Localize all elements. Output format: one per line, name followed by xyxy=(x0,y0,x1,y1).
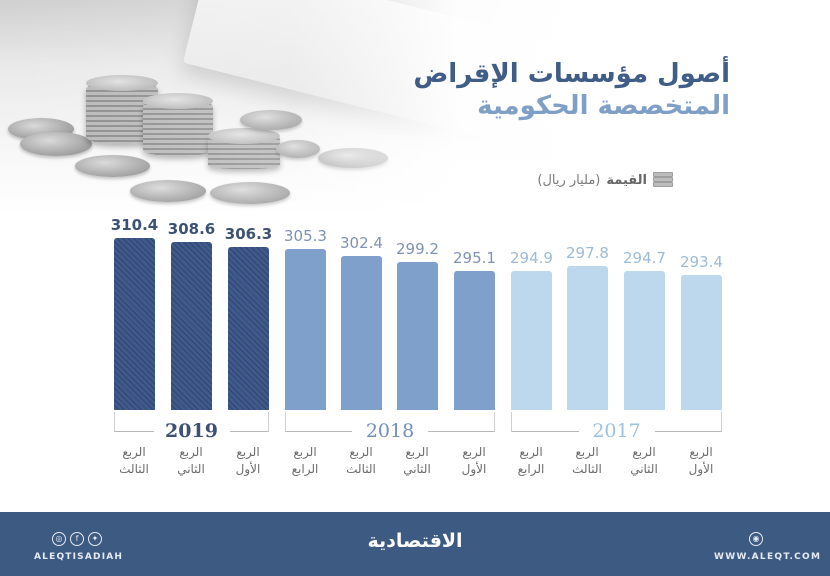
quarter-label: الربع الثالث xyxy=(104,444,164,478)
quarter-label-line2: الثالث xyxy=(346,462,376,476)
bar-column: 302.4 xyxy=(340,234,383,410)
quarter-label-line1: الربع xyxy=(405,445,429,459)
bar-column: 305.3 xyxy=(284,227,327,410)
quarter-label: الربع الثاني xyxy=(614,444,674,478)
year-label: 2017 xyxy=(578,420,655,442)
quarter-label-line1: الربع xyxy=(689,445,713,459)
social-icons: ◎ f ✦ xyxy=(52,532,102,546)
bar-column: 310.4 xyxy=(111,216,158,410)
instagram-icon[interactable]: ◎ xyxy=(52,532,66,546)
quarter-label-line1: الربع xyxy=(293,445,317,459)
bar-column: 308.6 xyxy=(168,220,215,410)
brand-logo: الاقتصادية xyxy=(367,530,463,552)
year-label: 2018 xyxy=(352,420,428,442)
title-line-1: أصول مؤسسات الإقراض xyxy=(413,59,730,89)
footer-bar: ◎ f ✦ ALEQTISADIAH الاقتصادية ◉ WWW.ALEQ… xyxy=(0,512,830,576)
quarter-label: الربع الرابع xyxy=(501,444,561,478)
bar-column: 297.8 xyxy=(566,244,609,410)
quarter-label-line1: الربع xyxy=(236,445,260,459)
bar-value-label: 299.2 xyxy=(396,240,439,258)
bar xyxy=(341,256,382,410)
bar-chart: 310.4 الربع الثالث 308.6 الربع الثاني 306.3 الر… xyxy=(104,216,731,478)
bar-value-label: 294.9 xyxy=(510,249,553,267)
twitter-icon[interactable]: ✦ xyxy=(88,532,102,546)
quarter-label-line2: الثاني xyxy=(630,462,658,476)
bar xyxy=(171,242,212,410)
unit-label: القيمة (مليار ريال) xyxy=(537,172,675,188)
bar-value-label: 294.7 xyxy=(623,249,666,267)
year-label: 2019 xyxy=(153,420,230,442)
quarter-label-line2: الأول xyxy=(461,462,487,476)
background-photo-coins xyxy=(0,0,830,215)
quarter-label-line2: الثاني xyxy=(403,462,431,476)
chart-title: أصول مؤسسات الإقراض المتخصصة الحكومية xyxy=(413,58,730,122)
quarter-label: الربع الرابع xyxy=(275,444,335,478)
bar xyxy=(454,271,495,410)
bar-column: 306.3 xyxy=(225,225,272,410)
quarter-label: الربع الثالث xyxy=(331,444,391,478)
bar-column: 295.1 xyxy=(453,249,496,410)
unit-label-key: القيمة xyxy=(606,172,647,188)
quarter-label: الربع الأول xyxy=(671,444,731,478)
quarter-label-line1: الربع xyxy=(349,445,373,459)
bar-value-label: 305.3 xyxy=(284,227,327,245)
quarter-label: الربع الأول xyxy=(218,444,278,478)
bar-column: 293.4 xyxy=(680,253,723,410)
bar-value-label: 308.6 xyxy=(167,220,216,238)
website-link[interactable]: WWW.ALEQT.COM xyxy=(714,552,822,562)
bar-value-label: 293.4 xyxy=(680,253,723,271)
bar-value-label: 297.8 xyxy=(566,244,609,262)
bar xyxy=(228,247,269,410)
quarter-label-line1: الربع xyxy=(519,445,543,459)
quarter-label-line1: الربع xyxy=(462,445,486,459)
quarter-label-line1: الربع xyxy=(122,445,146,459)
facebook-icon[interactable]: f xyxy=(70,532,84,546)
bar-value-label: 302.4 xyxy=(340,234,383,252)
quarter-label: الربع الثالث xyxy=(557,444,617,478)
bar-column: 294.9 xyxy=(510,249,553,410)
quarter-label-line2: الأول xyxy=(688,462,714,476)
bar-column: 294.7 xyxy=(623,249,666,410)
social-handle: ALEQTISADIAH xyxy=(34,552,124,562)
globe-icon: ◉ xyxy=(749,532,763,546)
bar xyxy=(567,266,608,410)
money-stack-icon xyxy=(653,172,675,188)
quarter-label-line2: الرابع xyxy=(291,462,319,476)
quarter-label-line1: الربع xyxy=(575,445,599,459)
quarter-label: الربع الأول xyxy=(444,444,504,478)
bar-value-label: 295.1 xyxy=(453,249,496,267)
quarter-label-line1: الربع xyxy=(179,445,203,459)
quarter-label-line2: الرابع xyxy=(517,462,545,476)
bar xyxy=(624,271,665,410)
quarter-label-line2: الثالث xyxy=(119,462,149,476)
title-line-2: المتخصصة الحكومية xyxy=(477,91,730,121)
bar xyxy=(285,249,326,410)
quarter-label: الربع الثاني xyxy=(161,444,221,478)
quarter-label: الربع الثاني xyxy=(387,444,447,478)
bar xyxy=(511,271,552,410)
bar xyxy=(114,238,155,410)
bar xyxy=(681,275,722,410)
bar-value-label: 306.3 xyxy=(224,225,273,243)
quarter-label-line2: الثاني xyxy=(177,462,205,476)
unit-label-suffix: (مليار ريال) xyxy=(537,172,601,188)
bar-column: 299.2 xyxy=(396,240,439,410)
quarter-label-line2: الأول xyxy=(235,462,261,476)
quarter-label-line1: الربع xyxy=(632,445,656,459)
quarter-label-line2: الثالث xyxy=(572,462,602,476)
bar xyxy=(397,262,438,410)
bar-value-label: 310.4 xyxy=(110,216,159,234)
